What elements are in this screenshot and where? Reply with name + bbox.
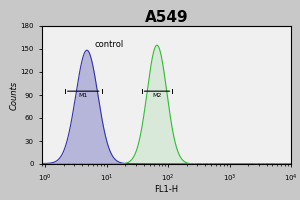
Text: M2: M2 <box>152 93 162 98</box>
X-axis label: FL1-H: FL1-H <box>154 185 178 194</box>
Text: control: control <box>94 40 124 49</box>
Y-axis label: Counts: Counts <box>10 80 19 110</box>
Text: M1: M1 <box>79 93 88 98</box>
Title: A549: A549 <box>145 10 188 25</box>
